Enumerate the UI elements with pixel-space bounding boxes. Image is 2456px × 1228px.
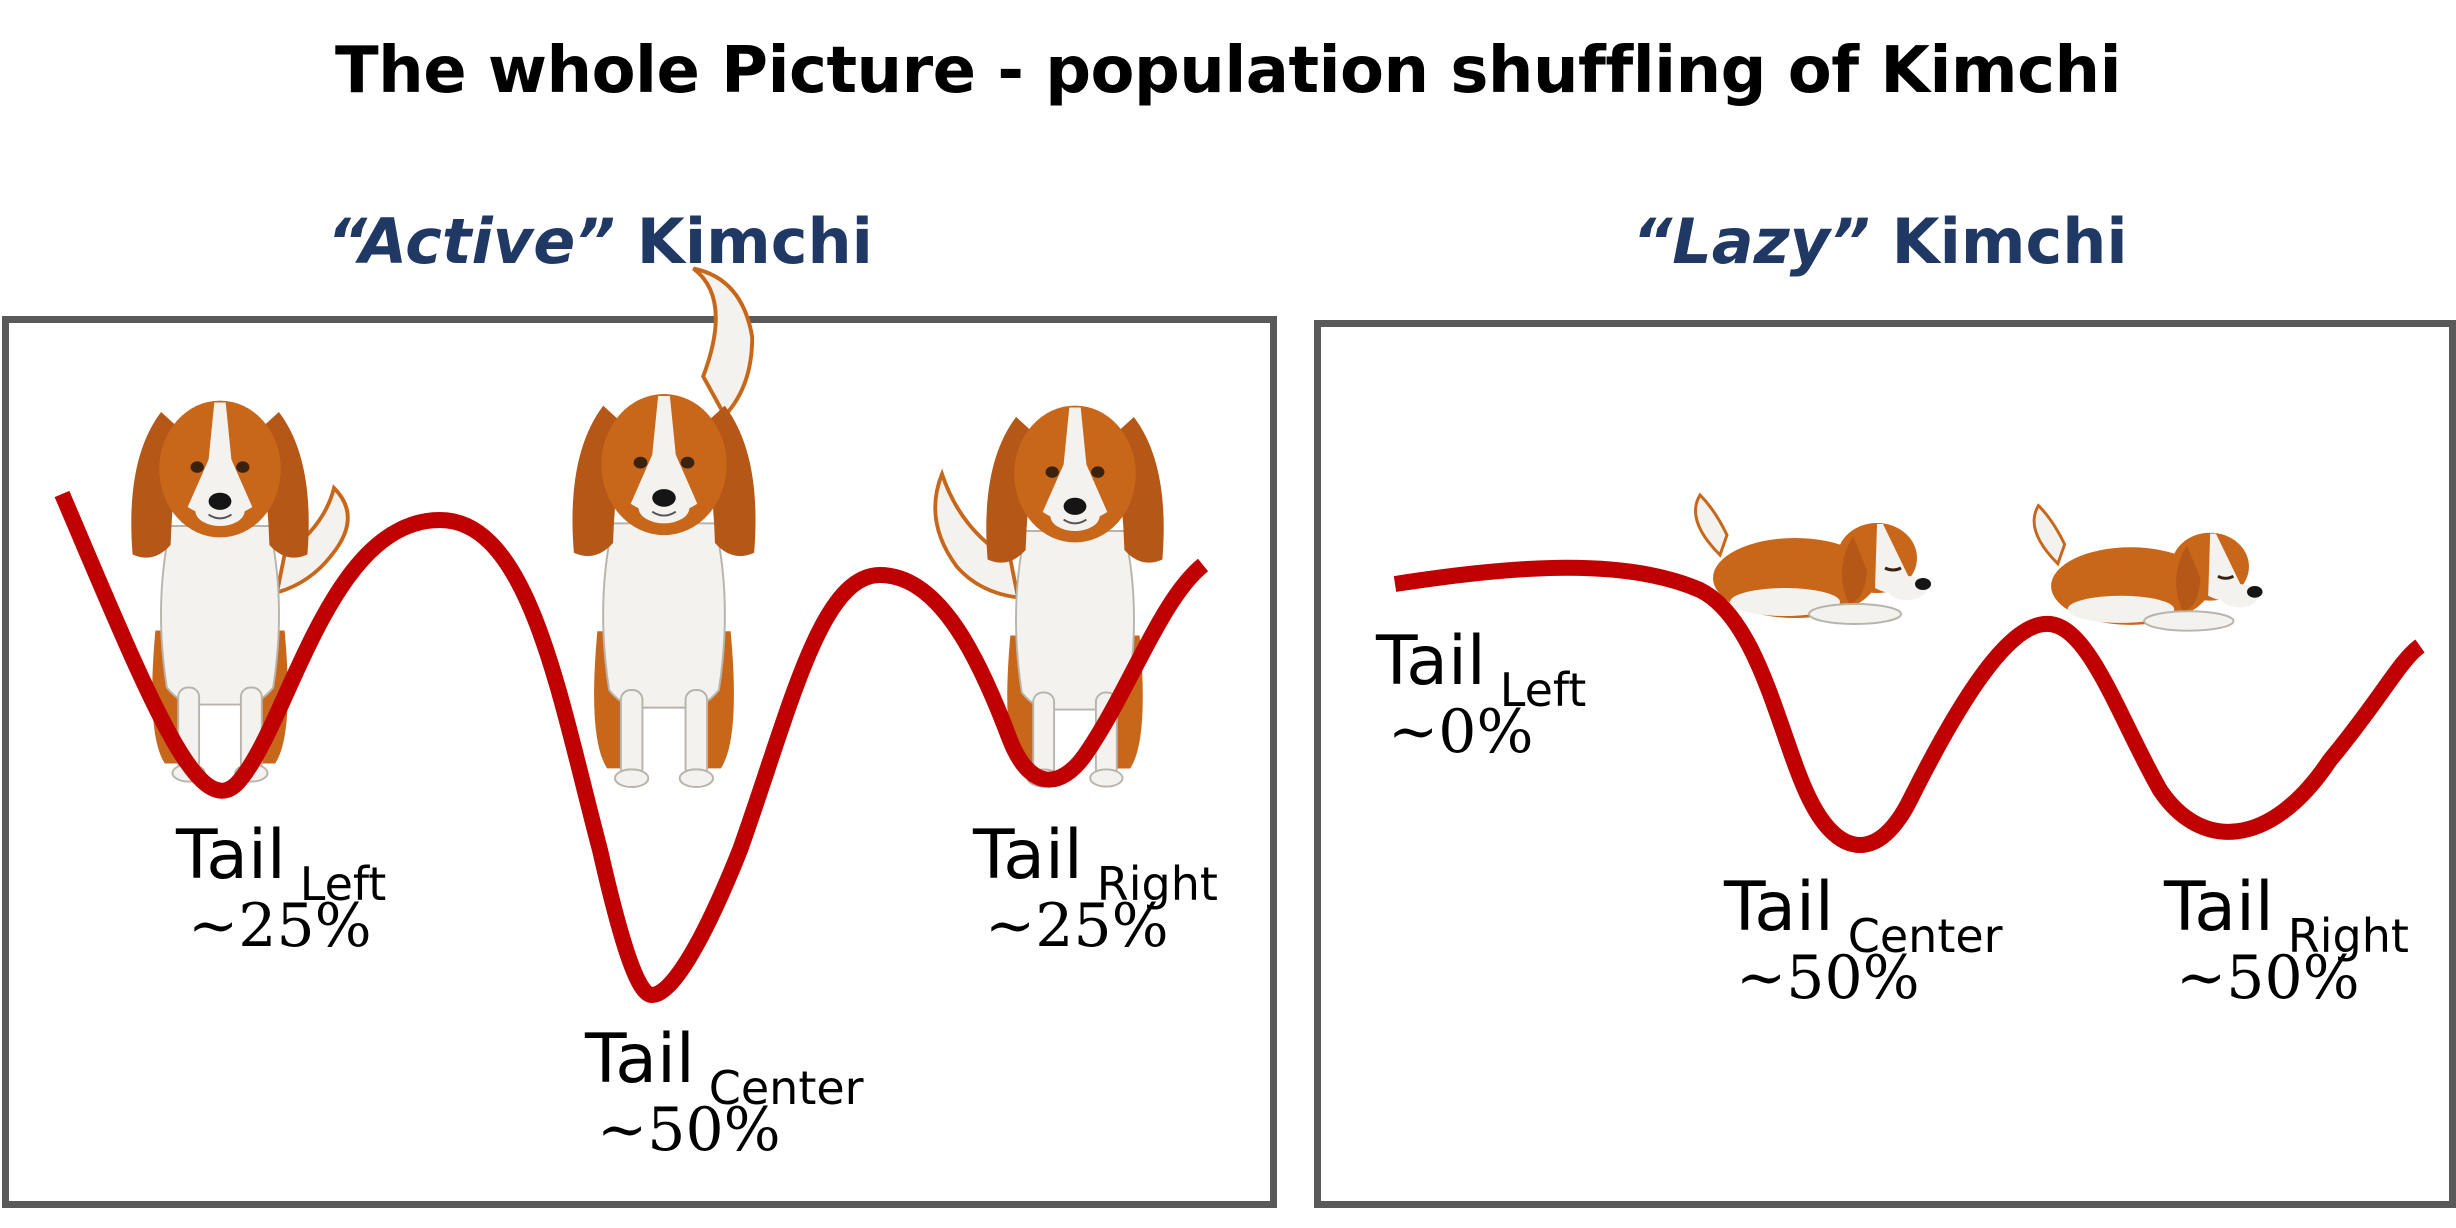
lazy-well-left: Tail Left ~0% <box>1376 622 1586 767</box>
lazy-energy-curve <box>1393 559 2425 853</box>
active-right-label: Tail <box>973 816 1083 895</box>
active-left-label: Tail <box>176 816 286 895</box>
active-well-left: Tail Left ~25% <box>176 816 386 961</box>
active-right-sub: Right <box>1096 857 1218 911</box>
lazy-well-right: Tail Right ~50% <box>2164 868 2409 1013</box>
active-heading-quote: “Active” <box>327 205 616 278</box>
lazy-center-label: Tail <box>1724 868 1834 947</box>
lazy-heading-quote: “Lazy” <box>1632 205 1871 278</box>
lazy-right-label: Tail <box>2164 868 2274 947</box>
active-well-center: Tail Center ~50% <box>585 1020 864 1165</box>
lying-dog-right <box>2032 504 2264 633</box>
active-center-label: Tail <box>585 1020 695 1099</box>
active-right-value: ~25% <box>985 891 1169 961</box>
lazy-center-value: ~50% <box>1736 943 1920 1013</box>
figure-title: The whole Picture - population shuffling… <box>334 34 2122 108</box>
active-heading: “Active” Kimchi <box>327 205 873 278</box>
lazy-right-value: ~50% <box>2176 943 2360 1013</box>
lazy-center-sub: Center <box>1847 909 2003 963</box>
active-left-value: ~25% <box>188 891 372 961</box>
lazy-heading-rest: Kimchi <box>1870 205 2128 278</box>
standing-dog-right <box>933 404 1165 788</box>
active-energy-curve <box>54 490 1209 1003</box>
lazy-well-center: Tail Center ~50% <box>1724 868 2003 1013</box>
active-well-right: Tail Right ~25% <box>973 816 1218 961</box>
lazy-left-value: ~0% <box>1388 697 1534 767</box>
active-center-sub: Center <box>708 1061 864 1115</box>
lazy-panel <box>1314 320 2456 1208</box>
lazy-left-label: Tail <box>1376 622 1486 701</box>
standing-dog-center <box>571 266 757 789</box>
active-left-sub: Left <box>299 857 387 911</box>
lazy-left-sub: Left <box>1499 663 1587 717</box>
active-center-value: ~50% <box>597 1095 781 1165</box>
standing-dog-left <box>130 399 350 783</box>
lazy-heading: “Lazy” Kimchi <box>1632 205 2127 278</box>
active-heading-rest: Kimchi <box>615 205 873 278</box>
lazy-right-sub: Right <box>2287 909 2409 963</box>
